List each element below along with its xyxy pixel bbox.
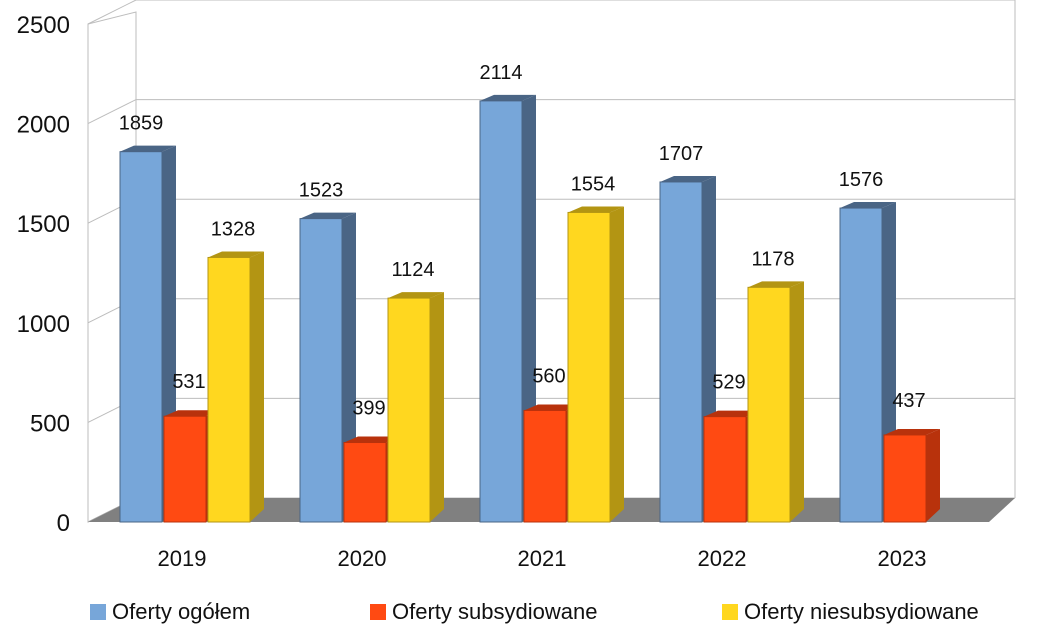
data-label: 1859 xyxy=(119,113,164,135)
legend-label-oferty-niesubsydiowane: Oferty niesubsydiowane xyxy=(744,599,979,624)
bar xyxy=(479,100,523,523)
bar-top xyxy=(480,94,536,101)
bar-top xyxy=(568,206,624,213)
legend-item-oferty-subsydiowane: Oferty subsydiowane xyxy=(370,596,597,628)
y-tick-label: 1000 xyxy=(17,311,70,338)
legend-label-oferty-ogolem: Oferty ogółem xyxy=(112,599,251,624)
data-label: 529 xyxy=(712,372,745,394)
data-label: 1328 xyxy=(211,218,256,240)
data-label: 1178 xyxy=(751,248,794,270)
y-tick-label: 2500 xyxy=(17,12,70,39)
bar-top xyxy=(748,281,804,288)
bar-top xyxy=(840,202,896,209)
bar xyxy=(387,297,431,523)
x-tick-label: 2023 xyxy=(878,546,927,571)
bar-top xyxy=(884,428,940,435)
bar-top xyxy=(388,292,444,299)
y-tick-label: 1500 xyxy=(17,211,70,238)
x-tick-label: 2019 xyxy=(158,546,207,571)
legend-label-oferty-subsydiowane: Oferty subsydiowane xyxy=(392,599,598,624)
data-label: 1523 xyxy=(299,180,344,202)
data-label: 437 xyxy=(892,390,925,412)
bar xyxy=(523,409,567,523)
bar-top xyxy=(704,410,760,417)
gridline xyxy=(87,99,1015,125)
data-label: 1576 xyxy=(839,169,884,191)
x-tick-label: 2020 xyxy=(338,546,387,571)
bar xyxy=(119,151,163,523)
data-label: 560 xyxy=(532,365,565,387)
legend-swatch-oferty-niesubsydiowane xyxy=(722,604,738,620)
data-label: 1124 xyxy=(391,259,434,281)
bar-side xyxy=(926,428,940,522)
bar-top xyxy=(300,212,356,219)
bar xyxy=(883,434,927,523)
bar-chart: 0 500 1000 1500 2000 2500 1859 531 1328 2019 1523 3… xyxy=(17,0,1016,571)
y-tick-label: 2000 xyxy=(17,112,70,139)
x-tick-label: 2022 xyxy=(698,546,747,571)
bar xyxy=(747,286,791,523)
chart-legend: Oferty ogółem Oferty subsydiowane Oferty… xyxy=(90,596,1035,628)
bar-top xyxy=(120,145,176,152)
data-label: 1554 xyxy=(571,173,616,195)
bar xyxy=(163,415,207,523)
data-label: 531 xyxy=(172,371,205,393)
bar xyxy=(567,211,611,523)
bar-top xyxy=(164,410,220,417)
bar xyxy=(343,442,387,523)
legend-swatch-oferty-ogolem xyxy=(90,604,106,620)
legend-item-oferty-ogolem: Oferty ogółem xyxy=(90,596,250,628)
bar-top xyxy=(208,251,264,258)
bar-side xyxy=(430,292,444,522)
x-tick-label: 2021 xyxy=(518,546,567,571)
bar xyxy=(703,416,747,523)
bar xyxy=(299,218,343,523)
bar-top xyxy=(660,175,716,182)
bar xyxy=(839,207,883,523)
y-tick-label: 0 xyxy=(57,510,70,537)
data-label: 399 xyxy=(352,398,385,420)
bar-side xyxy=(790,281,804,522)
bar-side xyxy=(250,251,264,522)
legend-item-oferty-niesubsydiowane: Oferty niesubsydiowane xyxy=(722,596,979,628)
bar xyxy=(659,181,703,523)
data-label: 1707 xyxy=(659,143,704,165)
gridline xyxy=(87,0,1015,25)
bar-top xyxy=(344,436,400,443)
data-label: 2114 xyxy=(479,62,522,84)
bar-top xyxy=(524,404,580,411)
bar xyxy=(207,256,251,523)
legend-swatch-oferty-subsydiowane xyxy=(370,604,386,620)
y-tick-label: 500 xyxy=(30,410,70,437)
bar-side xyxy=(610,206,624,522)
